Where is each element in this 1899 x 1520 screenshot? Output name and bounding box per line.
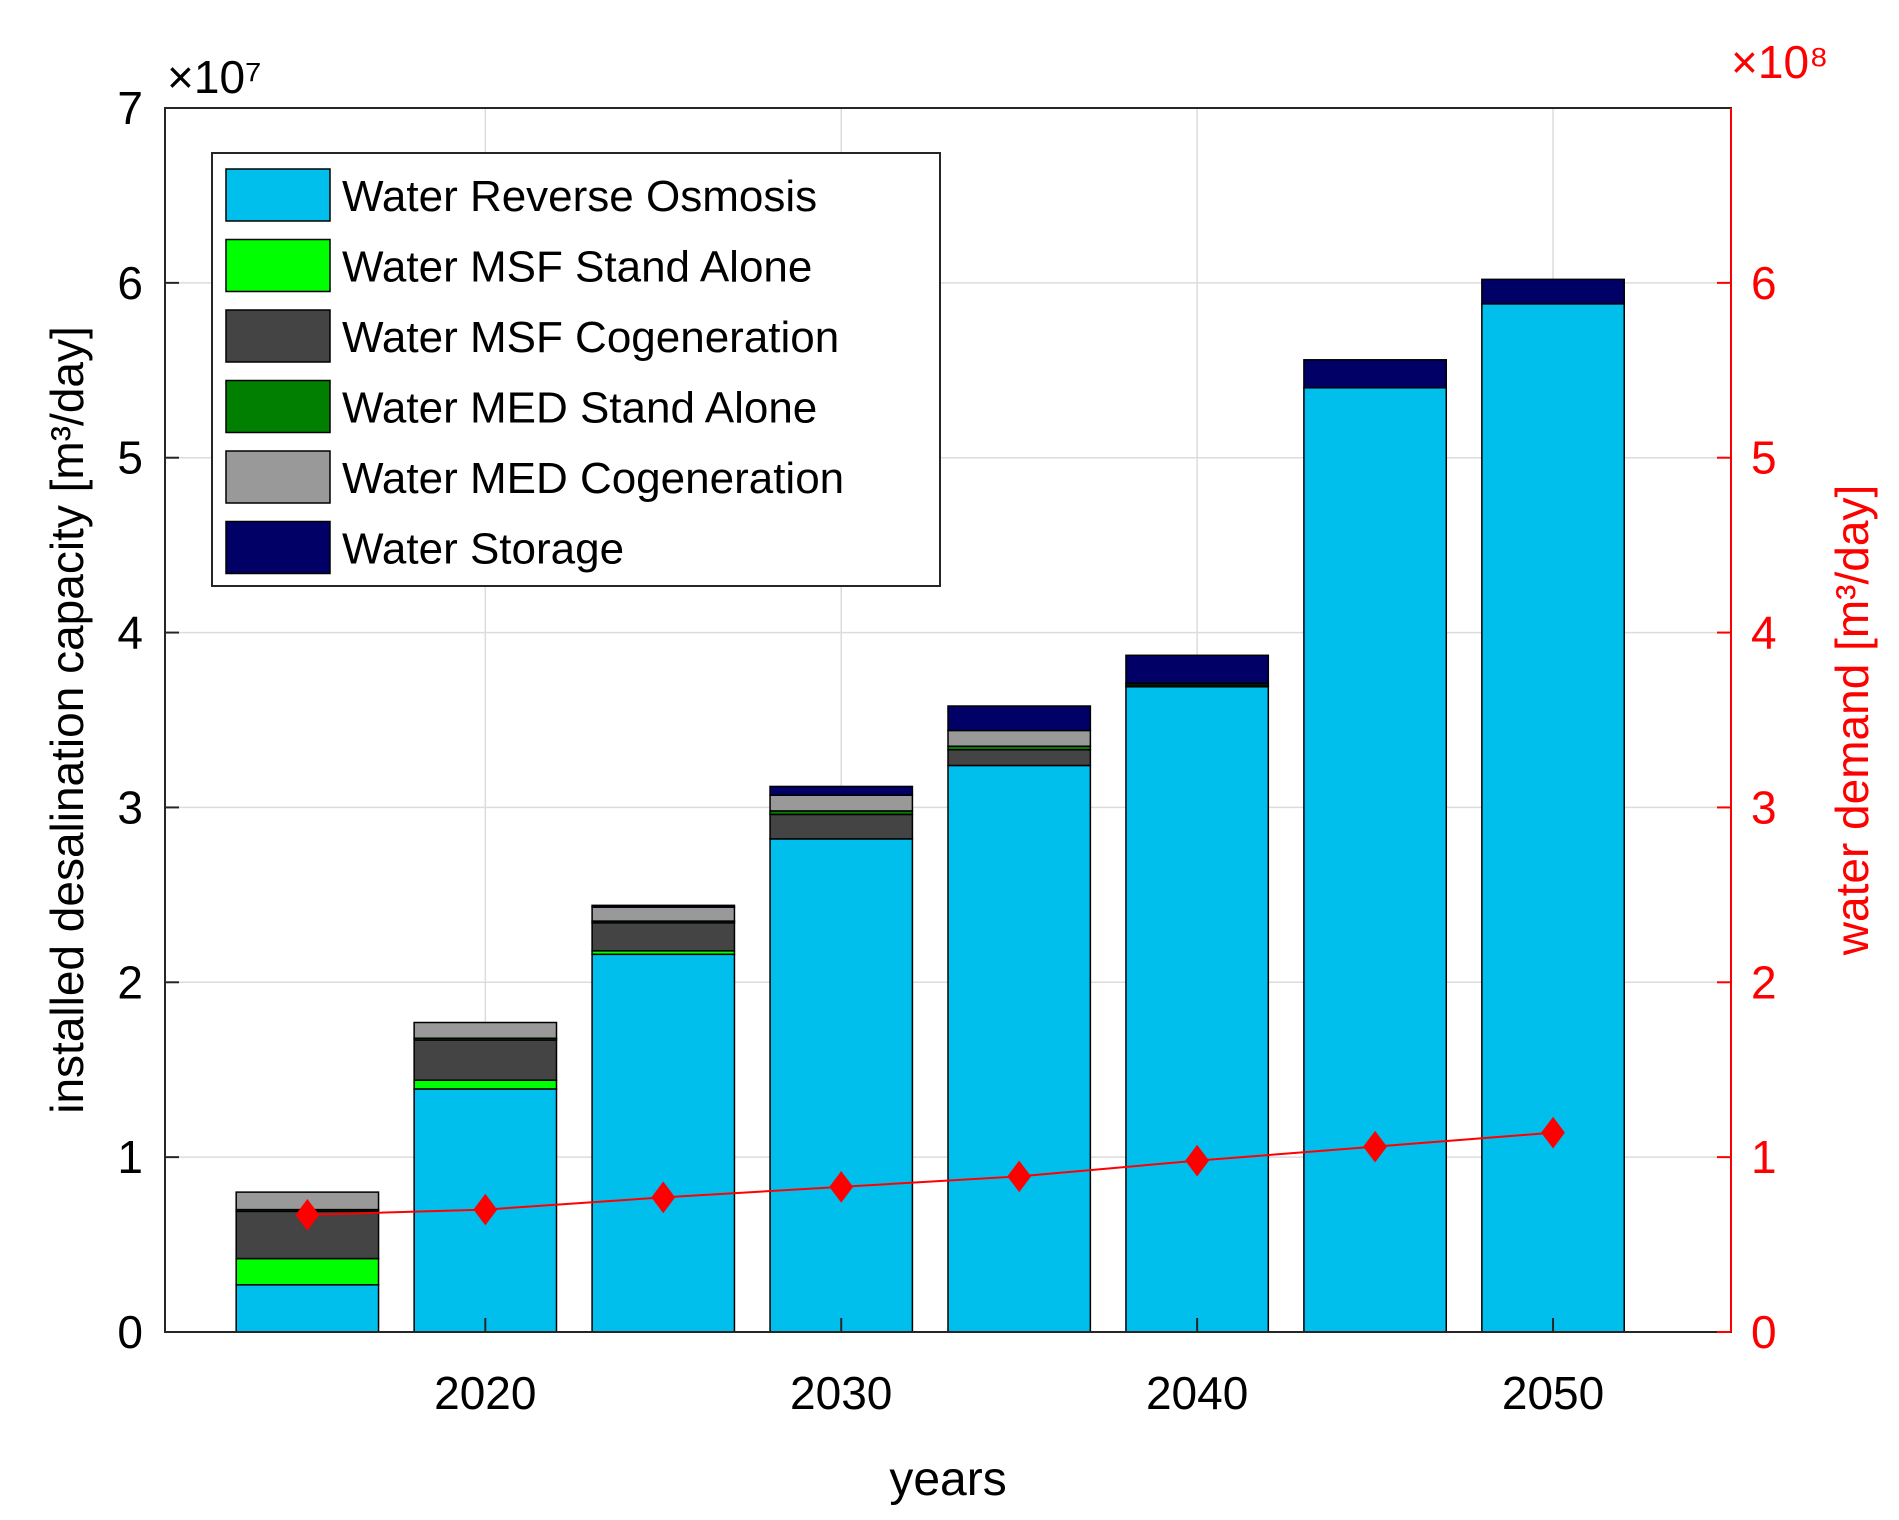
legend-swatch xyxy=(225,309,331,363)
legend-swatch xyxy=(225,520,331,575)
legend-box xyxy=(211,152,941,587)
right-y-axis-label: water demand [m³/day] xyxy=(1826,485,1878,956)
bar-segment xyxy=(413,1039,558,1081)
right-tick-label: 5 xyxy=(1751,432,1777,484)
legend-swatch xyxy=(225,238,331,293)
right-axis-exponent: ×10⁸ xyxy=(1731,36,1828,88)
left-tick-label: 4 xyxy=(117,607,143,659)
legend-label: Water MSF Cogeneration xyxy=(342,313,839,362)
bar-segment xyxy=(1481,278,1625,305)
bar-segment xyxy=(769,785,914,796)
bar-segment xyxy=(947,705,1092,732)
bar-segment xyxy=(947,729,1092,747)
bar-segment xyxy=(235,1257,380,1286)
bar-segment xyxy=(769,813,914,840)
legend-swatch xyxy=(225,450,331,504)
demand-line xyxy=(307,1131,1554,1216)
right-tick-label: 0 xyxy=(1751,1306,1777,1358)
right-tick-label: 3 xyxy=(1751,781,1777,833)
bar-segment xyxy=(1303,387,1448,1333)
left-tick-label: 3 xyxy=(117,781,143,833)
left-tick-label: 5 xyxy=(117,432,143,484)
legend-label: Water MED Cogeneration xyxy=(342,454,844,503)
legend-swatch xyxy=(225,168,331,222)
x-axis-label: years xyxy=(889,1453,1006,1506)
bar-segment xyxy=(769,794,914,812)
x-tick-label: 2020 xyxy=(434,1367,536,1419)
legend-label: Water MSF Stand Alone xyxy=(342,243,812,292)
demand-marker xyxy=(295,1199,320,1231)
bar-segment xyxy=(1481,303,1625,1333)
right-tick-label: 2 xyxy=(1751,956,1777,1008)
demand-marker xyxy=(829,1171,854,1203)
demand-marker xyxy=(1363,1130,1387,1163)
demand-marker xyxy=(651,1181,676,1214)
left-tick-label: 7 xyxy=(117,82,143,134)
bar-segment xyxy=(413,1021,558,1039)
bar-segment xyxy=(235,1210,380,1260)
bar-segment xyxy=(1125,686,1270,1333)
right-tick-label: 4 xyxy=(1751,607,1777,659)
bar-segment xyxy=(1125,654,1270,685)
right-tick-label: 1 xyxy=(1751,1131,1777,1183)
stacked-bars xyxy=(235,278,1625,1333)
demand-marker xyxy=(473,1193,498,1226)
demand-marker xyxy=(1541,1116,1565,1149)
legend: Water Reverse Osmosis Water MSF Stand Alo… xyxy=(211,152,941,587)
bar-segment xyxy=(947,764,1092,1333)
bar-segment xyxy=(769,838,914,1333)
left-y-axis-label: installed desalination capacity [m³/day] xyxy=(41,326,93,1114)
legend-label: Water MED Stand Alone xyxy=(342,384,817,433)
bar-segment xyxy=(591,904,736,908)
demand-marker xyxy=(1185,1144,1210,1177)
x-axis: 2020 2030 2040 2050 xyxy=(434,1318,1604,1419)
legend-label: Water Storage xyxy=(342,525,624,574)
x-tick-label: 2040 xyxy=(1146,1367,1248,1419)
bar-segment xyxy=(947,748,1092,767)
bar-segment xyxy=(1303,359,1448,389)
bar-segment xyxy=(235,1284,380,1333)
bar-segment xyxy=(591,922,736,952)
left-axis-exponent: ×10⁷ xyxy=(167,51,262,103)
legend-swatch xyxy=(225,379,331,434)
x-tick-label: 2050 xyxy=(1502,1367,1604,1419)
demand-line-series xyxy=(295,1116,1565,1231)
left-y-axis: ×10⁷ 0 1 2 3 4 5 6 7 xyxy=(117,51,261,1358)
legend-label: Water Reverse Osmosis xyxy=(342,172,817,221)
left-tick-label: 1 xyxy=(117,1131,143,1183)
bar-segment xyxy=(591,953,736,1333)
right-tick-label: 6 xyxy=(1751,257,1777,309)
left-tick-label: 6 xyxy=(117,257,143,309)
bar-segment xyxy=(591,906,736,922)
x-tick-label: 2030 xyxy=(790,1367,892,1419)
demand-marker xyxy=(1007,1160,1032,1193)
left-tick-label: 2 xyxy=(117,956,143,1008)
left-tick-label: 0 xyxy=(117,1306,143,1358)
bar-segment xyxy=(413,1079,558,1090)
right-y-axis: ×10⁸ 0 1 2 3 4 5 6 xyxy=(1717,36,1828,1358)
